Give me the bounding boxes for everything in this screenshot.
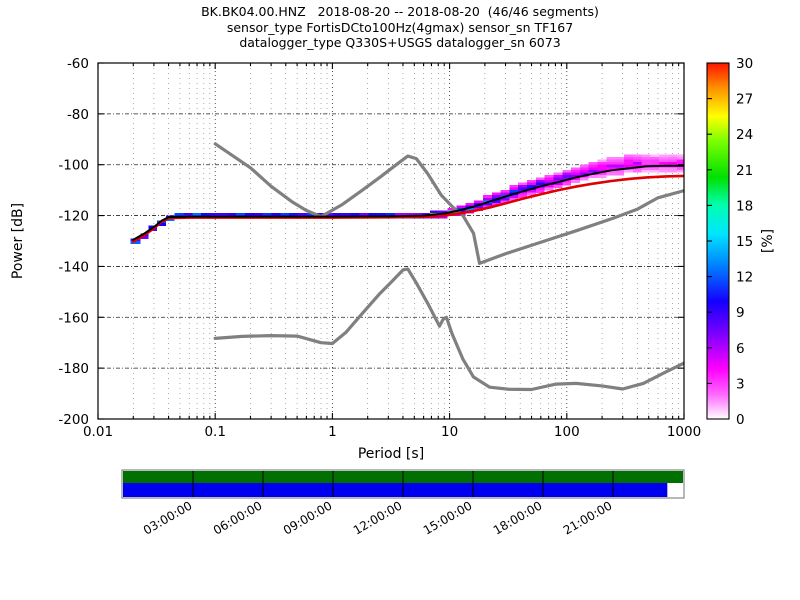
noise-model-curves [213,142,684,392]
x-tick-label: 100 [554,424,580,440]
title-line-3: datalogger_type Q330S+USGS datalogger_sn… [239,35,561,50]
x-tick-label: 1 [328,424,337,440]
x-axis-label: Period [s] [358,446,424,462]
plot-gridlines [97,62,685,420]
colorbar-label: [%] [760,229,776,253]
timebar-tick-label: 06:00:00 [211,498,265,537]
colorbar-tick-label: 21 [736,163,753,179]
ppsd-histogram [130,154,684,244]
figure-title: BK.BK04.00.HNZ 2018-08-20 -- 2018-08-20 … [0,4,800,51]
timebar[interactable] [121,469,685,499]
timebar-gap [667,483,683,497]
title-line-1: BK.BK04.00.HNZ 2018-08-20 -- 2018-08-20 … [201,4,599,19]
timebar-tick-label: 12:00:00 [351,498,405,537]
x-tick-label: 0.01 [83,424,113,440]
statistic-curves [131,164,684,243]
colorbar-tick-label: 18 [736,198,753,214]
colorbar-tick-label: 30 [736,56,753,72]
colorbar-tick-label: 0 [736,412,745,428]
plot-frame [97,62,685,420]
colorbar-ticks: 0 3 6 9 12 15 18 21 24 27 30 [707,56,753,428]
timebar-tick-label: 18:00:00 [491,498,545,537]
y-tick-label: -120 [58,209,89,225]
y-axis-label: Power [dB] [10,203,26,279]
timebar-tick-label: 03:00:00 [141,498,195,537]
colorbar-tick-label: 15 [736,234,753,250]
y-tick-label: -180 [58,361,89,377]
timebar-tick-label: 15:00:00 [421,498,475,537]
y-tick-label: -140 [58,259,89,275]
x-tick-label: 1000 [667,424,701,440]
timebar-tick-label: 21:00:00 [561,498,615,537]
y-tick-label: -160 [58,310,89,326]
y-tick-label: -100 [58,158,89,174]
timebar-ticks [192,471,614,497]
title-line-2: sensor_type FortisDCto100Hz(4gmax) senso… [226,19,574,35]
axis-ticks: 0.01 0.1 1 10 100 1000 -60 -80 -100 -120 -140 -160 -… [58,56,701,440]
timebar-tick-label: 09:00:00 [281,498,335,537]
colorbar-tick-label: 24 [736,127,753,143]
colorbar-tick-label: 6 [736,341,745,357]
colorbar-tick-label: 9 [736,305,745,321]
y-tick-label: -200 [58,412,89,428]
y-tick-label: -60 [67,56,89,72]
colorbar: 0 3 6 9 12 15 18 21 24 27 30 [%] [706,56,776,428]
timebar-tick-labels: 03:00:00 06:00:00 09:00:00 12:00:00 15:00:00… [141,498,615,537]
x-tick-label: 0.1 [204,424,225,440]
x-tick-label: 10 [441,424,458,440]
colorbar-tick-label: 3 [736,376,745,392]
colorbar-tick-label: 27 [736,92,753,108]
y-tick-label: -80 [67,107,89,123]
colorbar-tick-label: 12 [736,270,753,286]
